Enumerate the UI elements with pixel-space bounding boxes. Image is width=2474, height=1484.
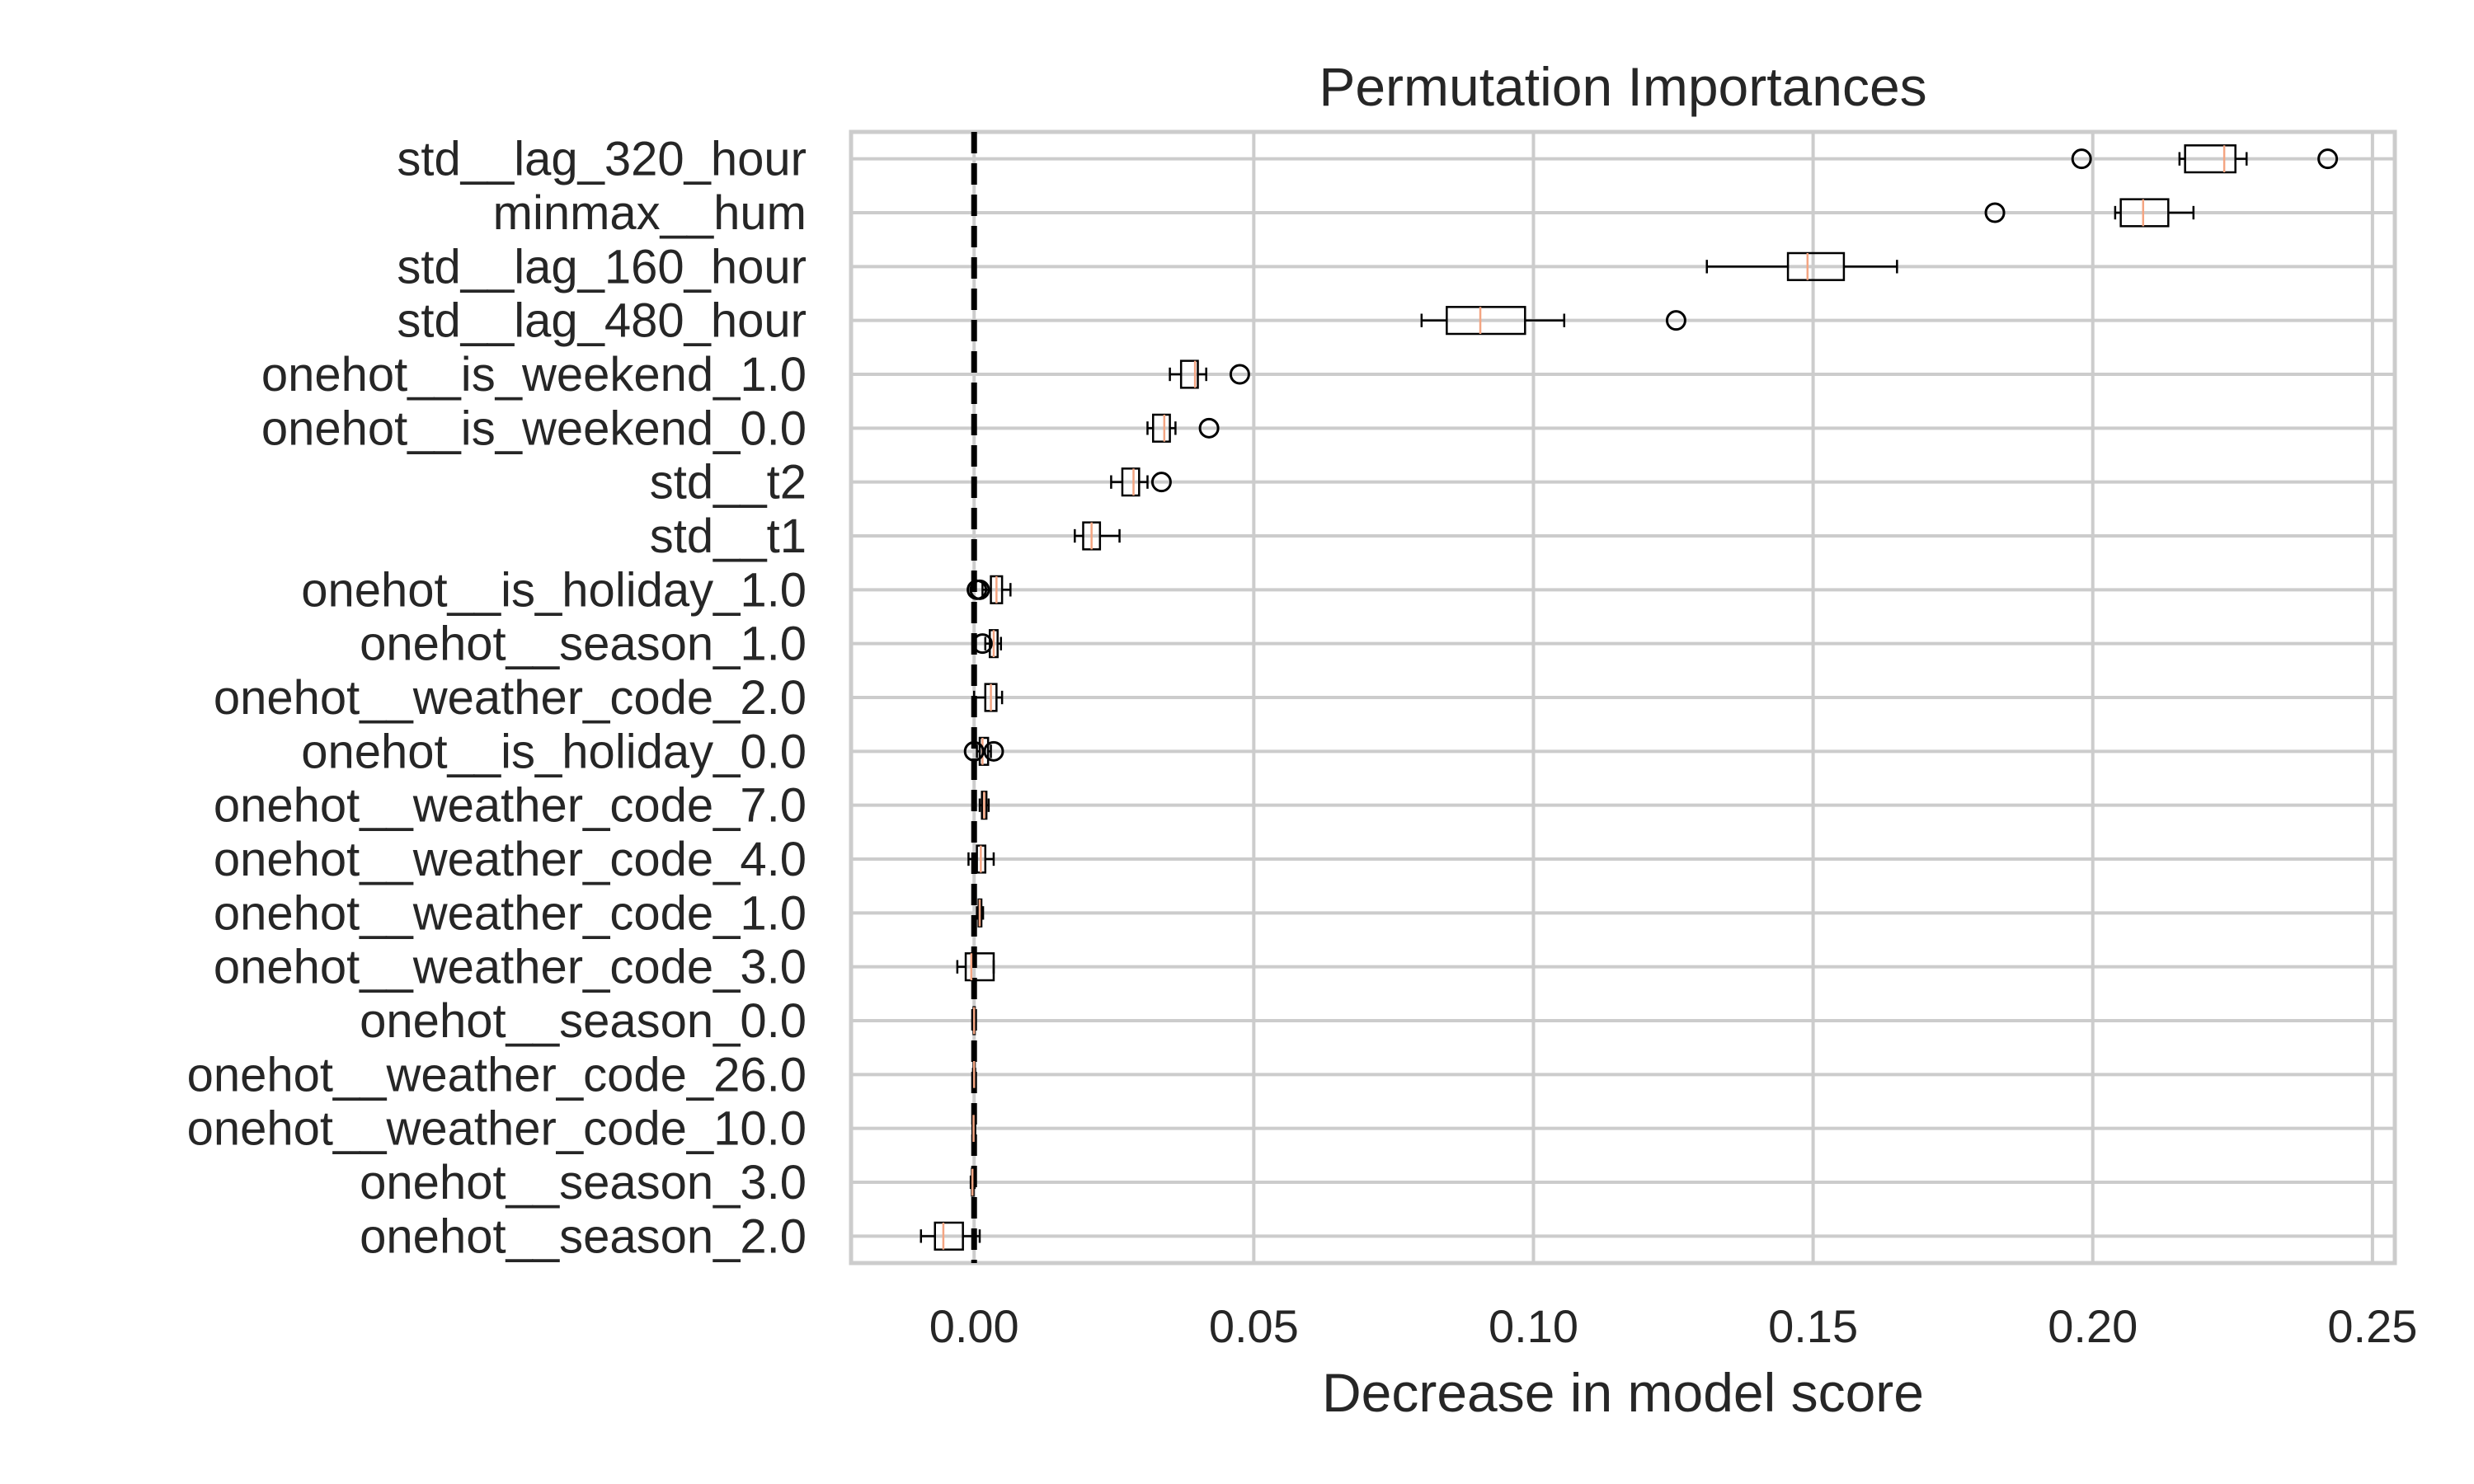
outlier-point — [1665, 310, 1686, 331]
box-item — [971, 1006, 976, 1036]
category-label: onehot__weather_code_10.0 — [187, 1102, 807, 1156]
outlier-point — [969, 579, 990, 600]
outlier-point — [1150, 472, 1172, 493]
outlier-point — [971, 633, 993, 655]
category-label: onehot__weather_code_4.0 — [214, 833, 807, 886]
box-item — [1705, 251, 1898, 281]
category-label: onehot__season_2.0 — [360, 1209, 807, 1263]
category-label: onehot__is_weekend_1.0 — [261, 348, 807, 402]
x-tick-label: 0.00 — [929, 1300, 1019, 1352]
box-series — [920, 144, 2339, 1251]
outlier-point — [963, 740, 985, 762]
category-label: std__lag_160_hour — [397, 240, 807, 294]
box — [2184, 144, 2236, 174]
category-label: onehot__is_holiday_0.0 — [301, 725, 807, 778]
box — [964, 952, 995, 982]
category-label: std__lag_480_hour — [397, 294, 807, 348]
box-item — [971, 1059, 976, 1089]
box-item — [967, 844, 995, 874]
x-tick-label: 0.10 — [1489, 1300, 1578, 1352]
box-item — [963, 736, 1004, 766]
box-item — [956, 952, 995, 982]
box — [1152, 413, 1171, 443]
outlier-point — [1229, 364, 1250, 385]
box — [978, 736, 990, 766]
category-label: onehot__season_0.0 — [360, 994, 807, 1048]
box-item — [969, 1167, 976, 1197]
outlier-point — [983, 740, 1004, 762]
chart-title: Permutation Importances — [1319, 56, 1926, 117]
box-item — [1110, 467, 1172, 497]
category-label: onehot__weather_code_26.0 — [187, 1048, 807, 1101]
category-label: onehot__season_1.0 — [360, 618, 807, 671]
box — [1446, 306, 1526, 336]
box-item — [976, 898, 985, 928]
box-item — [971, 1114, 976, 1144]
box-item — [972, 683, 1004, 712]
category-label: minmax__hum — [493, 186, 807, 240]
outlier-point — [2071, 148, 2092, 170]
box-item — [1074, 521, 1121, 551]
box-item — [967, 575, 1012, 604]
box — [934, 1221, 964, 1251]
outlier-point — [1198, 417, 1220, 439]
box-item — [2071, 144, 2339, 174]
category-labels: std__lag_320_hourminmax__humstd__lag_160… — [187, 133, 807, 1264]
plot-frame — [849, 129, 2397, 1266]
category-label: onehot__weather_code_1.0 — [214, 886, 807, 940]
box-item — [978, 791, 990, 820]
box-item — [971, 629, 1003, 659]
box — [2119, 198, 2170, 228]
x-tick-label: 0.25 — [2327, 1300, 2417, 1352]
category-label: onehot__weather_code_3.0 — [214, 941, 807, 994]
x-tick-label: 0.05 — [1209, 1300, 1299, 1352]
category-label: onehot__weather_code_2.0 — [214, 671, 807, 725]
outlier-point — [1984, 202, 2006, 223]
category-label: std__lag_320_hour — [397, 133, 807, 186]
category-label: onehot__is_holiday_1.0 — [301, 563, 807, 617]
category-label: std__t1 — [650, 510, 807, 563]
x-tick-label: 0.15 — [1768, 1300, 1858, 1352]
box — [1179, 359, 1199, 389]
category-label: onehot__is_weekend_0.0 — [261, 402, 807, 455]
x-axis-title: Decrease in model score — [1322, 1362, 1924, 1423]
outlier-point — [2317, 148, 2339, 170]
box-item — [1146, 413, 1220, 443]
box — [1121, 467, 1141, 497]
box-item — [1169, 359, 1250, 389]
x-tick-labels: 0.00 0.05 0.10 0.15 0.20 0.25 — [929, 1300, 2418, 1352]
box-item — [920, 1221, 981, 1251]
x-tick-label: 0.20 — [2048, 1300, 2138, 1352]
box-item — [1984, 198, 2195, 228]
category-label: std__t2 — [650, 456, 807, 510]
box-item — [1420, 306, 1686, 336]
category-label: onehot__season_3.0 — [360, 1156, 807, 1209]
category-label: onehot__weather_code_7.0 — [214, 779, 807, 833]
box — [1786, 251, 1846, 281]
